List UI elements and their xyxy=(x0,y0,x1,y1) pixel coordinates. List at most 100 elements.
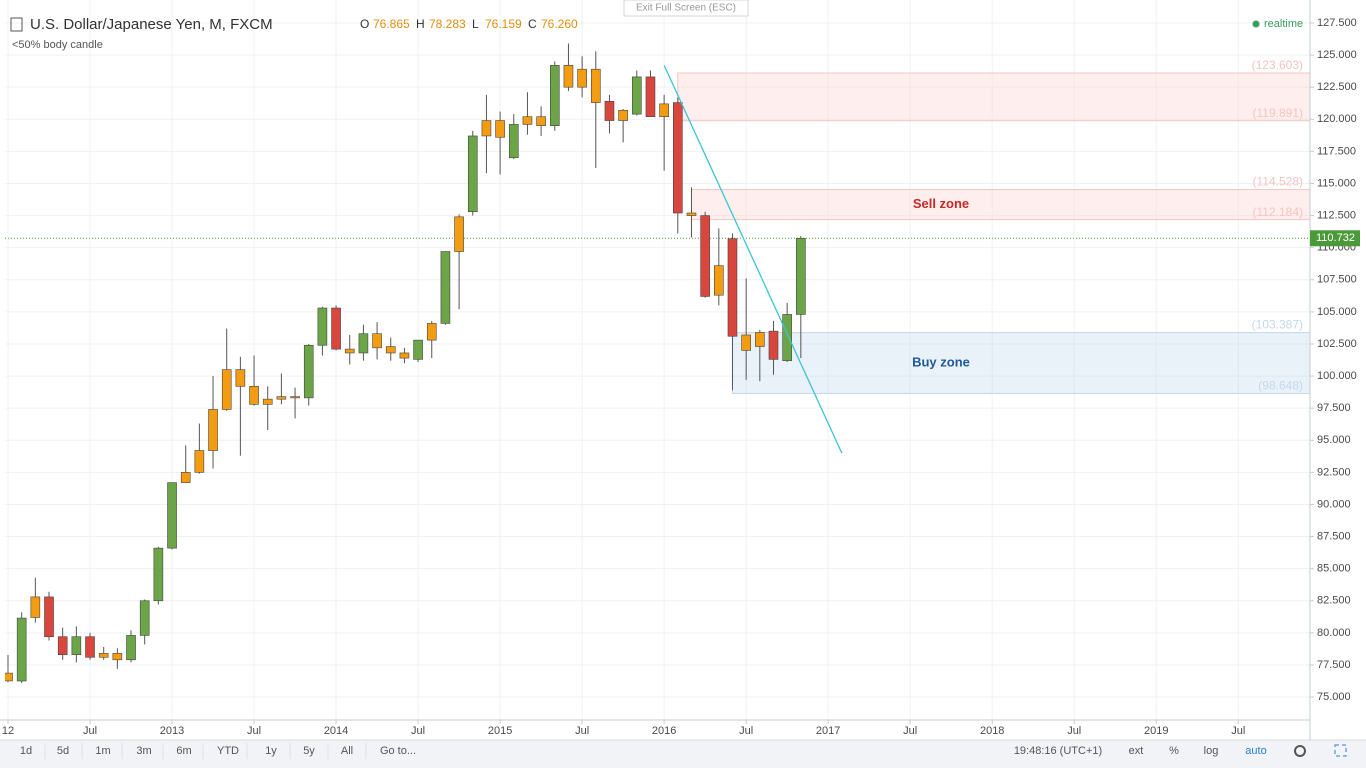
y-tick-label: 127.500 xyxy=(1317,17,1357,29)
exit-button[interactable] xyxy=(623,0,749,17)
option-button[interactable]: ext xyxy=(1129,745,1144,757)
candle-body xyxy=(16,617,27,682)
candle-body xyxy=(454,216,464,252)
candle-body xyxy=(290,396,300,399)
candle-body xyxy=(303,344,314,399)
range-button[interactable]: All xyxy=(341,745,353,757)
x-tick-label: 2017 xyxy=(816,725,840,737)
candle-body xyxy=(262,398,273,405)
candle-body xyxy=(577,68,587,88)
y-tick-label: 122.500 xyxy=(1317,81,1357,93)
y-tick-label: 80.000 xyxy=(1317,627,1351,639)
candle-body xyxy=(194,450,205,473)
zone xyxy=(690,189,1310,221)
x-tick-label: 2013 xyxy=(160,725,184,737)
ohlc-value: 76.865 xyxy=(373,17,410,31)
ohlc-letter: L xyxy=(472,17,479,31)
x-tick-label: Jul xyxy=(83,725,97,737)
zone-high-label: (103.387) xyxy=(1252,318,1303,332)
exit-label[interactable]: Exit Full Screen (ESC) xyxy=(636,3,736,14)
ohlc-value: 76.159 xyxy=(485,17,522,31)
x-tick-label: Jul xyxy=(247,725,261,737)
candle-body xyxy=(440,251,451,324)
y-tick-label: 77.500 xyxy=(1317,659,1351,671)
y-tick-label: 97.500 xyxy=(1317,402,1351,414)
realtime-label: realtime xyxy=(1264,18,1303,30)
y-tick-label: 82.500 xyxy=(1317,595,1351,607)
x-tick-label: Jul xyxy=(575,725,589,737)
ohlc-value: 76.260 xyxy=(541,17,578,31)
settings-icon[interactable] xyxy=(1294,745,1306,757)
candle-body xyxy=(235,369,246,387)
last-price-label: 110.732 xyxy=(1316,232,1355,244)
range-button[interactable]: Go to... xyxy=(380,745,416,757)
trendline xyxy=(663,65,843,454)
candle-body xyxy=(604,100,615,121)
x-tick-label: Jul xyxy=(739,725,753,737)
option-button[interactable]: auto xyxy=(1245,745,1266,757)
indicator-name: <50% body candle xyxy=(12,39,103,51)
fullscreen-icon[interactable] xyxy=(1334,744,1347,757)
candle-body xyxy=(167,482,177,549)
y-tick-label: 120.000 xyxy=(1317,113,1357,125)
range-button[interactable]: 1y xyxy=(265,745,277,757)
candle-body xyxy=(276,396,287,400)
range-button[interactable]: 1m xyxy=(95,745,110,757)
y-tick-label: 112.500 xyxy=(1317,209,1356,221)
candle-body xyxy=(618,109,628,121)
candle-body xyxy=(372,333,382,349)
candle-body xyxy=(112,653,123,661)
candle-body xyxy=(686,212,697,216)
candle-body xyxy=(549,65,560,126)
zone-high-label: (123.603) xyxy=(1252,58,1303,72)
candle-body xyxy=(180,472,191,483)
zone-low-label: (98.648) xyxy=(1258,379,1303,393)
range-button[interactable]: YTD xyxy=(217,745,239,757)
zone xyxy=(731,332,1310,394)
x-tick-label: Jul xyxy=(903,725,917,737)
range-button[interactable]: 5y xyxy=(303,745,315,757)
x-tick-label: 2019 xyxy=(1144,725,1168,737)
option-button[interactable]: log xyxy=(1204,745,1219,757)
candle-body xyxy=(768,330,779,360)
bottom-bar xyxy=(0,740,1366,768)
candle-body xyxy=(508,124,519,159)
y-tick-label: 102.500 xyxy=(1317,338,1357,350)
x-tick-label: 2016 xyxy=(652,725,676,737)
ohlc-letter: O xyxy=(360,17,369,31)
range-button[interactable]: 3m xyxy=(136,745,151,757)
candle-body xyxy=(796,237,806,315)
x-tick-label: 12 xyxy=(2,725,14,737)
symbol-title: U.S. Dollar/Japanese Yen, M, FXCM xyxy=(30,16,273,33)
ohlc-letter: C xyxy=(528,17,537,31)
candle-body xyxy=(71,636,82,655)
range-button[interactable]: 6m xyxy=(176,745,191,757)
candle-body xyxy=(413,339,423,360)
candle-body xyxy=(536,116,546,126)
range-button[interactable]: 5d xyxy=(57,745,69,757)
candle-body xyxy=(426,323,437,341)
zone-high-label: (114.528) xyxy=(1253,175,1303,189)
option-button[interactable]: % xyxy=(1169,745,1179,757)
last-price-box xyxy=(1310,230,1360,247)
candle-body xyxy=(782,314,792,361)
candle-body xyxy=(317,307,328,346)
y-tick-label: 92.500 xyxy=(1317,466,1351,478)
range-button[interactable]: 1d xyxy=(20,745,32,757)
y-tick-label: 107.500 xyxy=(1317,274,1357,286)
candle-body xyxy=(659,103,669,118)
candle-body xyxy=(590,68,601,103)
candle-body xyxy=(249,386,259,405)
y-tick-label: 95.000 xyxy=(1317,434,1351,446)
candle-body xyxy=(344,348,355,354)
candle-body xyxy=(57,636,68,655)
candle-body xyxy=(30,596,41,618)
x-tick-label: Jul xyxy=(1231,725,1245,737)
symbol-icon[interactable] xyxy=(10,17,23,32)
candle-body xyxy=(139,600,150,636)
x-tick-label: 2014 xyxy=(324,725,348,737)
y-tick-label: 105.000 xyxy=(1317,306,1357,318)
candle-body xyxy=(714,265,724,296)
y-tick-label: 90.000 xyxy=(1317,498,1351,510)
